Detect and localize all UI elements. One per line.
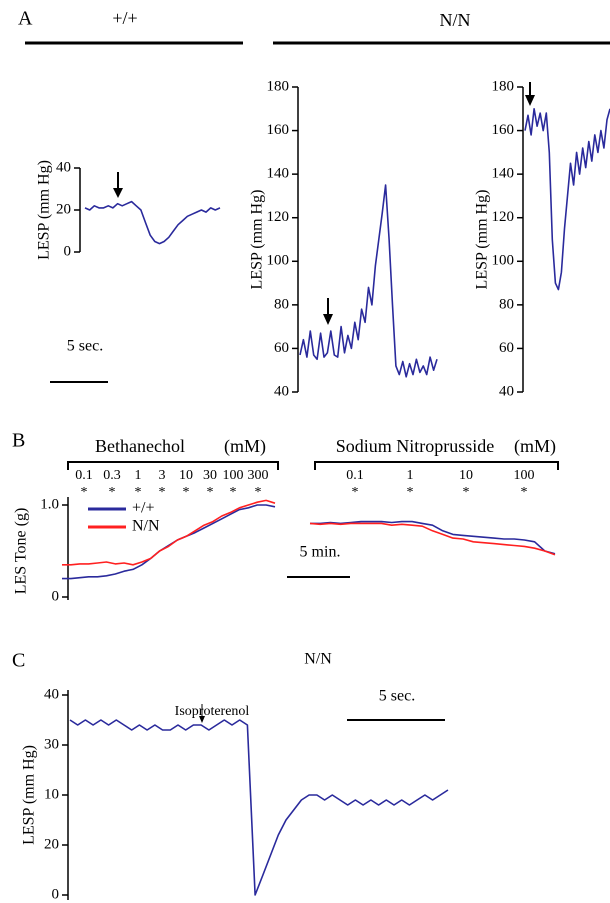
significance-mark: *: [159, 485, 166, 500]
dose-label: 10: [459, 468, 473, 483]
dose-label: 100: [514, 468, 535, 483]
y-tick-label: 100: [492, 253, 515, 269]
significance-mark: *: [207, 485, 214, 500]
significance-mark: *: [463, 485, 470, 500]
y-tick-label: 40: [274, 383, 289, 399]
y-axis-label: LES Tone (g): [13, 508, 30, 595]
treatment-bracket: [67, 461, 279, 470]
dose-label: 30: [203, 468, 217, 483]
y-axis-label: LESP (mm Hg): [474, 190, 491, 290]
panel-label: B: [12, 430, 25, 452]
arrows: [113, 82, 535, 723]
group-label: N/N: [440, 10, 471, 30]
significance-mark: *: [521, 485, 528, 500]
dose-label: 300: [248, 468, 269, 483]
treatment-name: Bethanechol: [95, 436, 185, 456]
significance-mark: *: [109, 485, 116, 500]
y-tick-label: 160: [267, 122, 290, 138]
legend-label: N/N: [132, 518, 160, 535]
y-tick-label: 10: [44, 786, 59, 802]
trace: [524, 108, 610, 291]
y-tick-label: 180: [492, 78, 515, 94]
dose-label: 1: [407, 468, 414, 483]
treatment-name: Sodium Nitroprusside: [336, 436, 495, 456]
trace: [69, 719, 449, 896]
trace: [62, 499, 556, 566]
y-tick-label: 80: [499, 296, 514, 312]
dose-label: 100: [223, 468, 244, 483]
trace: [299, 184, 438, 378]
significance-mark: *: [135, 485, 142, 500]
dose-label: 3: [159, 468, 166, 483]
dose-label: 0.1: [75, 468, 93, 483]
treatment-bracket: [314, 461, 559, 470]
chart-title: N/N: [304, 651, 332, 668]
y-tick-label: 60: [274, 340, 289, 356]
y-tick-label: 0: [64, 243, 72, 259]
scale-bar-label: 5 min.: [300, 544, 341, 561]
significance-mark: *: [81, 485, 88, 500]
dose-label: 1: [135, 468, 142, 483]
group-label: +/+: [112, 8, 137, 28]
y-tick-label: 160: [492, 122, 515, 138]
y-tick-label: 120: [492, 209, 515, 225]
treatment-unit: (mM): [514, 436, 556, 457]
y-tick-label: 100: [267, 253, 290, 269]
y-tick-label: 30: [44, 736, 59, 752]
y-tick-label: 140: [492, 166, 515, 182]
significance-mark: *: [352, 485, 359, 500]
significance-mark: *: [407, 485, 414, 500]
significance-mark: *: [230, 485, 237, 500]
y-tick-label: 120: [267, 209, 290, 225]
significance-mark: *: [183, 485, 190, 500]
y-tick-label: 1.0: [40, 496, 59, 512]
scale-bar-label: 5 sec.: [379, 688, 415, 705]
annotation: Isoproterenol: [175, 704, 250, 719]
y-tick-label: 40: [44, 686, 59, 702]
y-tick-label: 60: [499, 340, 514, 356]
y-tick-label: 20: [44, 836, 59, 852]
treatment-unit: (mM): [224, 436, 266, 457]
y-axis-label: LESP (mm Hg): [36, 160, 53, 260]
y-tick-label: 40: [499, 383, 514, 399]
y-tick-label: 0: [52, 588, 60, 604]
legend-label: +/+: [132, 500, 155, 517]
y-axis-label: LESP (mm Hg): [21, 745, 38, 845]
y-tick-label: 80: [274, 296, 289, 312]
significance-mark: *: [255, 485, 262, 500]
y-tick-label: 180: [267, 78, 290, 94]
trace: [84, 200, 221, 245]
dose-label: 0.1: [346, 468, 364, 483]
panel-label: A: [18, 8, 33, 30]
y-axis-label: LESP (mm Hg): [249, 190, 266, 290]
y-tick-label: 0: [52, 886, 60, 902]
dose-label: 0.3: [103, 468, 121, 483]
y-tick-label: 140: [267, 166, 290, 182]
panel-label: C: [12, 650, 25, 672]
y-tick-label: 20: [56, 201, 71, 217]
y-tick-label: 40: [56, 159, 71, 175]
dose-label: 10: [179, 468, 193, 483]
scale-bar-label: 5 sec.: [67, 338, 103, 355]
